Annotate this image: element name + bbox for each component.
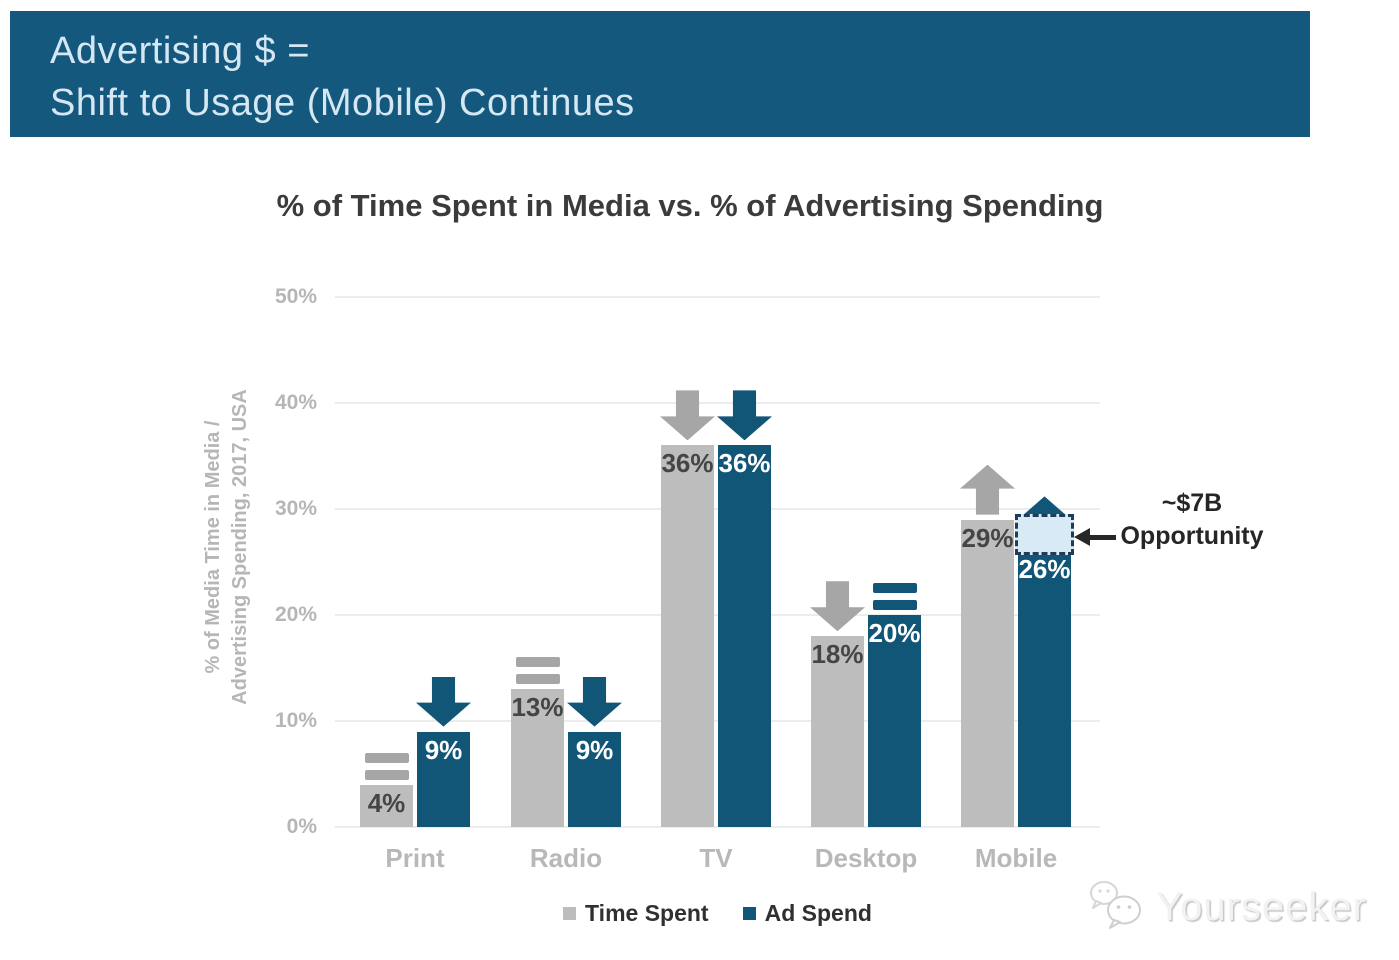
watermark-label: Yourseeker <box>1156 884 1367 929</box>
y-tick-label-40pct: 40% <box>274 391 317 414</box>
y-axis-label-line-1: % of Media Time in Media / <box>202 420 224 674</box>
bar-value-label: 36% <box>661 448 714 479</box>
ad-spend-bar-radio: 9% <box>568 731 621 827</box>
bar-value-label: 26% <box>1018 554 1071 585</box>
bar-value-label: 13% <box>511 692 564 723</box>
left-arrow-icon <box>1074 528 1116 546</box>
flat-dash <box>515 674 560 685</box>
gridline-0pct <box>335 826 1100 828</box>
y-tick-label-50pct: 50% <box>274 285 317 308</box>
legend: Time Spent Ad Spend <box>335 900 1100 927</box>
legend-label-time-spent: Time Spent <box>585 900 709 926</box>
y-tick-label-10pct: 10% <box>274 709 317 732</box>
y-tick-label-20pct: 20% <box>274 603 317 626</box>
time-spent-bar-desktop: 18% <box>811 636 864 827</box>
bar-value-label: 29% <box>961 522 1014 553</box>
flat-dash <box>364 752 409 763</box>
gridline-40pct <box>335 402 1100 404</box>
trend-down-arrow-icon-tv-time-spent <box>660 390 715 441</box>
category-label-desktop: Desktop <box>814 843 918 873</box>
gridline-30pct <box>335 508 1100 510</box>
y-axis-label-line-2: Advertising Spending, 2017, USA <box>229 389 251 705</box>
bar-value-label: 18% <box>811 639 864 670</box>
gridline-20pct <box>335 614 1100 616</box>
slide-title-line-1: Advertising $ = <box>50 30 310 72</box>
bar-value-label: 9% <box>575 734 614 765</box>
bar-value-label: 20% <box>868 618 921 648</box>
flat-dash <box>872 600 917 610</box>
bar-value-label: 36% <box>718 448 771 479</box>
y-tick-label-30pct: 30% <box>274 497 317 520</box>
category-label-print: Print <box>385 843 445 873</box>
time-spent-bar-print: 4% <box>360 784 413 827</box>
slide-title-banner: Advertising $ = Shift to Usage (Mobile) … <box>10 11 1310 137</box>
gridline-10pct <box>335 720 1100 722</box>
trend-down-arrow-icon-desktop-time-spent <box>810 581 865 632</box>
trend-flat-icon-print-time-spent <box>364 752 409 780</box>
opportunity-gap-box <box>1015 513 1074 556</box>
trend-flat-icon-radio-time-spent <box>515 657 560 685</box>
legend-item-ad-spend: Ad Spend <box>742 900 872 927</box>
time-spent-swatch-icon <box>563 907 577 920</box>
time-spent-bar-tv: 36% <box>661 445 714 827</box>
plot-area: 0% 10% 20% 30% 40% 50% 4% 9% Print 13% 9% Radio 36% 3… <box>275 285 1100 873</box>
chat-bubbles-icon <box>1090 881 1142 929</box>
annotation-line-1: ~$7B <box>1161 489 1223 517</box>
ad-spend-bar-desktop: 20% <box>868 615 921 827</box>
opportunity-annotation: ~$7B Opportunity <box>1118 487 1266 553</box>
bar-value-label: 9% <box>424 734 463 765</box>
time-spent-bar-radio: 13% <box>511 689 564 827</box>
chart-title: % of Time Spent in Media vs. % of Advert… <box>276 188 1104 223</box>
flat-dash <box>872 583 917 593</box>
flat-dash <box>515 657 560 668</box>
time-spent-bar-mobile: 29% <box>961 519 1014 827</box>
gridline-50pct <box>335 296 1100 298</box>
ad-spend-bar-mobile: 26% <box>1018 551 1071 827</box>
y-tick-label-0pct: 0% <box>286 815 317 838</box>
bar-value-label: 4% <box>367 787 406 818</box>
category-label-tv: TV <box>699 843 733 873</box>
legend-item-time-spent: Time Spent <box>563 900 709 927</box>
trend-flat-icon-desktop-ad-spend <box>872 583 917 610</box>
trend-down-arrow-icon-tv-ad-spend <box>717 390 772 441</box>
legend-label-ad-spend: Ad Spend <box>764 900 872 926</box>
flat-dash <box>364 769 409 780</box>
ad-spend-bar-print: 9% <box>417 731 470 827</box>
category-label-mobile: Mobile <box>974 843 1058 873</box>
watermark: Yourseeker <box>1086 878 1367 936</box>
category-label-radio: Radio <box>529 843 603 873</box>
ad-spend-swatch-icon <box>742 907 756 920</box>
ad-spend-bar-tv: 36% <box>718 445 771 827</box>
annotation-line-2: Opportunity <box>1120 522 1264 550</box>
slide-title-line-2: Shift to Usage (Mobile) Continues <box>50 82 635 124</box>
